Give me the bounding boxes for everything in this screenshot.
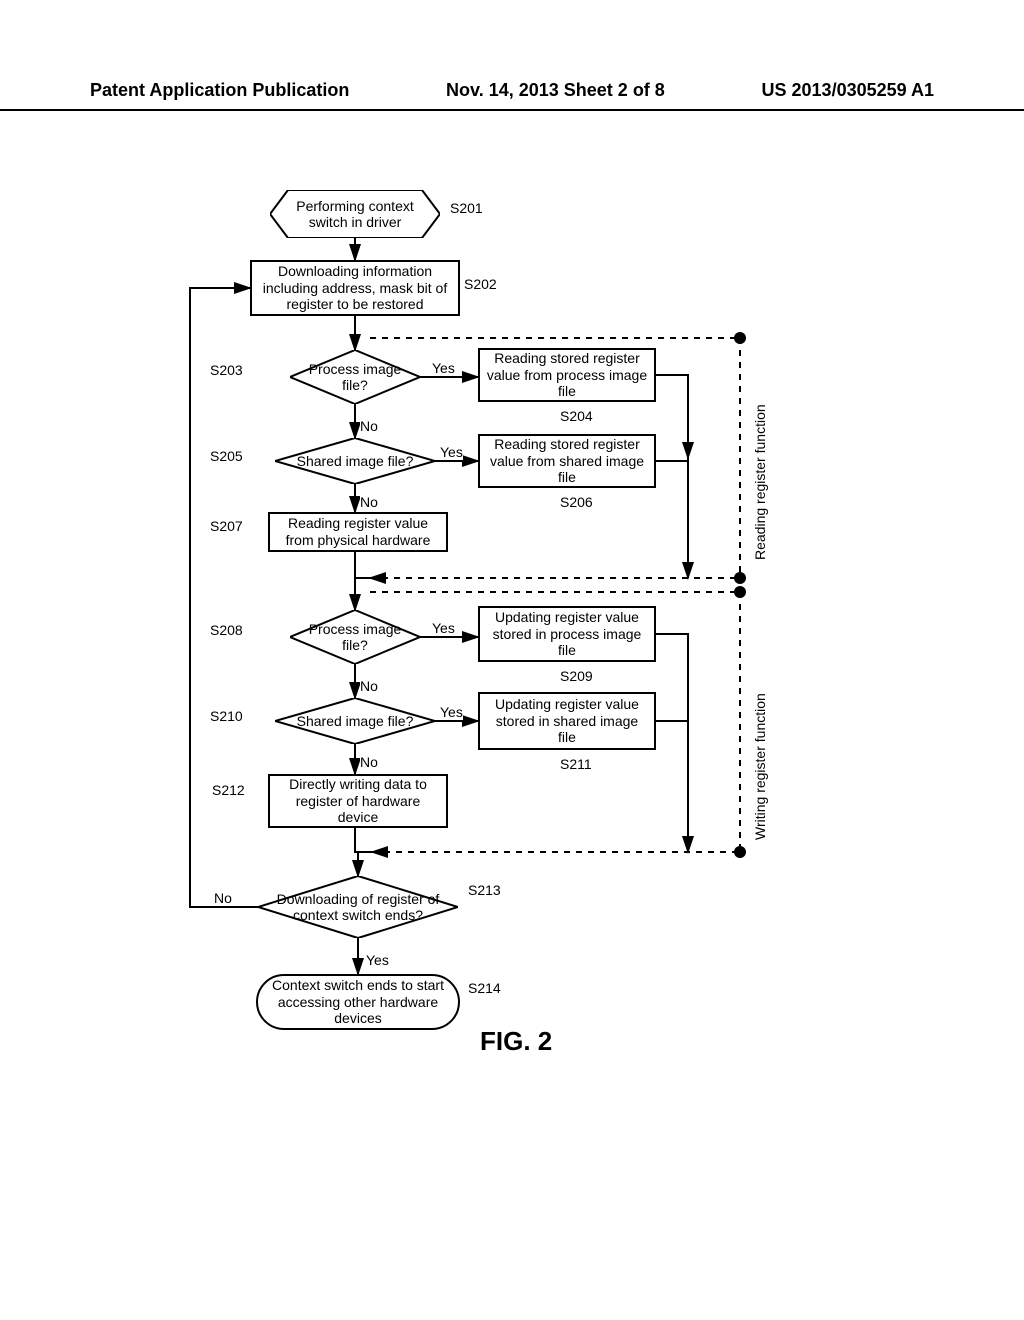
decision-S205: Shared image file? bbox=[275, 438, 435, 484]
step-label-S208: S208 bbox=[210, 622, 243, 638]
decision-S210: Shared image file? bbox=[275, 698, 435, 744]
process-S209: Updating register value stored in proces… bbox=[478, 606, 656, 662]
decision-S213: Downloading of register of context switc… bbox=[258, 876, 458, 938]
step-label-S202: S202 bbox=[464, 276, 497, 292]
step-label-S214: S214 bbox=[468, 980, 501, 996]
step-label-S210: S210 bbox=[210, 708, 243, 724]
decision-S203: Process image file? bbox=[290, 350, 420, 404]
step-label-S213: S213 bbox=[468, 882, 501, 898]
process-S204: Reading stored register value from proce… bbox=[478, 348, 656, 402]
edge-label: No bbox=[360, 678, 378, 694]
edge-label: No bbox=[360, 418, 378, 434]
header-left: Patent Application Publication bbox=[90, 80, 349, 101]
process-S202: Downloading information including addres… bbox=[250, 260, 460, 316]
step-label-S207: S207 bbox=[210, 518, 243, 534]
edge-label: No bbox=[360, 494, 378, 510]
edge-label: No bbox=[360, 754, 378, 770]
decision-S208: Process image file? bbox=[290, 610, 420, 664]
step-label-S211: S211 bbox=[560, 756, 592, 772]
process-S207: Reading register value from physical har… bbox=[268, 512, 448, 552]
header-right: US 2013/0305259 A1 bbox=[762, 80, 934, 101]
bracket-label-writing: Writing register function bbox=[752, 630, 768, 840]
step-label-S204: S204 bbox=[560, 408, 593, 424]
step-label-S205: S205 bbox=[210, 448, 243, 464]
step-label-S203: S203 bbox=[210, 362, 243, 378]
edge-label: Yes bbox=[440, 704, 463, 720]
flowchart-figure-2: Performing context switch in driver S201 D… bbox=[0, 190, 1024, 1290]
bracket-label-reading: Reading register function bbox=[752, 380, 768, 560]
figure-label: FIG. 2 bbox=[480, 1026, 552, 1057]
edge-label: No bbox=[214, 890, 232, 906]
edge-label: Yes bbox=[440, 444, 463, 460]
step-label-S212: S212 bbox=[212, 782, 245, 798]
step-label-S206: S206 bbox=[560, 494, 593, 510]
start-S201: Performing context switch in driver bbox=[270, 190, 440, 238]
page-header: Patent Application Publication Nov. 14, … bbox=[0, 80, 1024, 111]
process-S212: Directly writing data to register of har… bbox=[268, 774, 448, 828]
edge-label: Yes bbox=[366, 952, 389, 968]
process-S206: Reading stored register value from share… bbox=[478, 434, 656, 488]
step-label-S201: S201 bbox=[450, 200, 483, 216]
header-center: Nov. 14, 2013 Sheet 2 of 8 bbox=[446, 80, 665, 101]
terminator-S214: Context switch ends to start accessing o… bbox=[256, 974, 460, 1030]
edge-label: Yes bbox=[432, 620, 455, 636]
process-S211: Updating register value stored in shared… bbox=[478, 692, 656, 750]
edge-label: Yes bbox=[432, 360, 455, 376]
step-label-S209: S209 bbox=[560, 668, 593, 684]
